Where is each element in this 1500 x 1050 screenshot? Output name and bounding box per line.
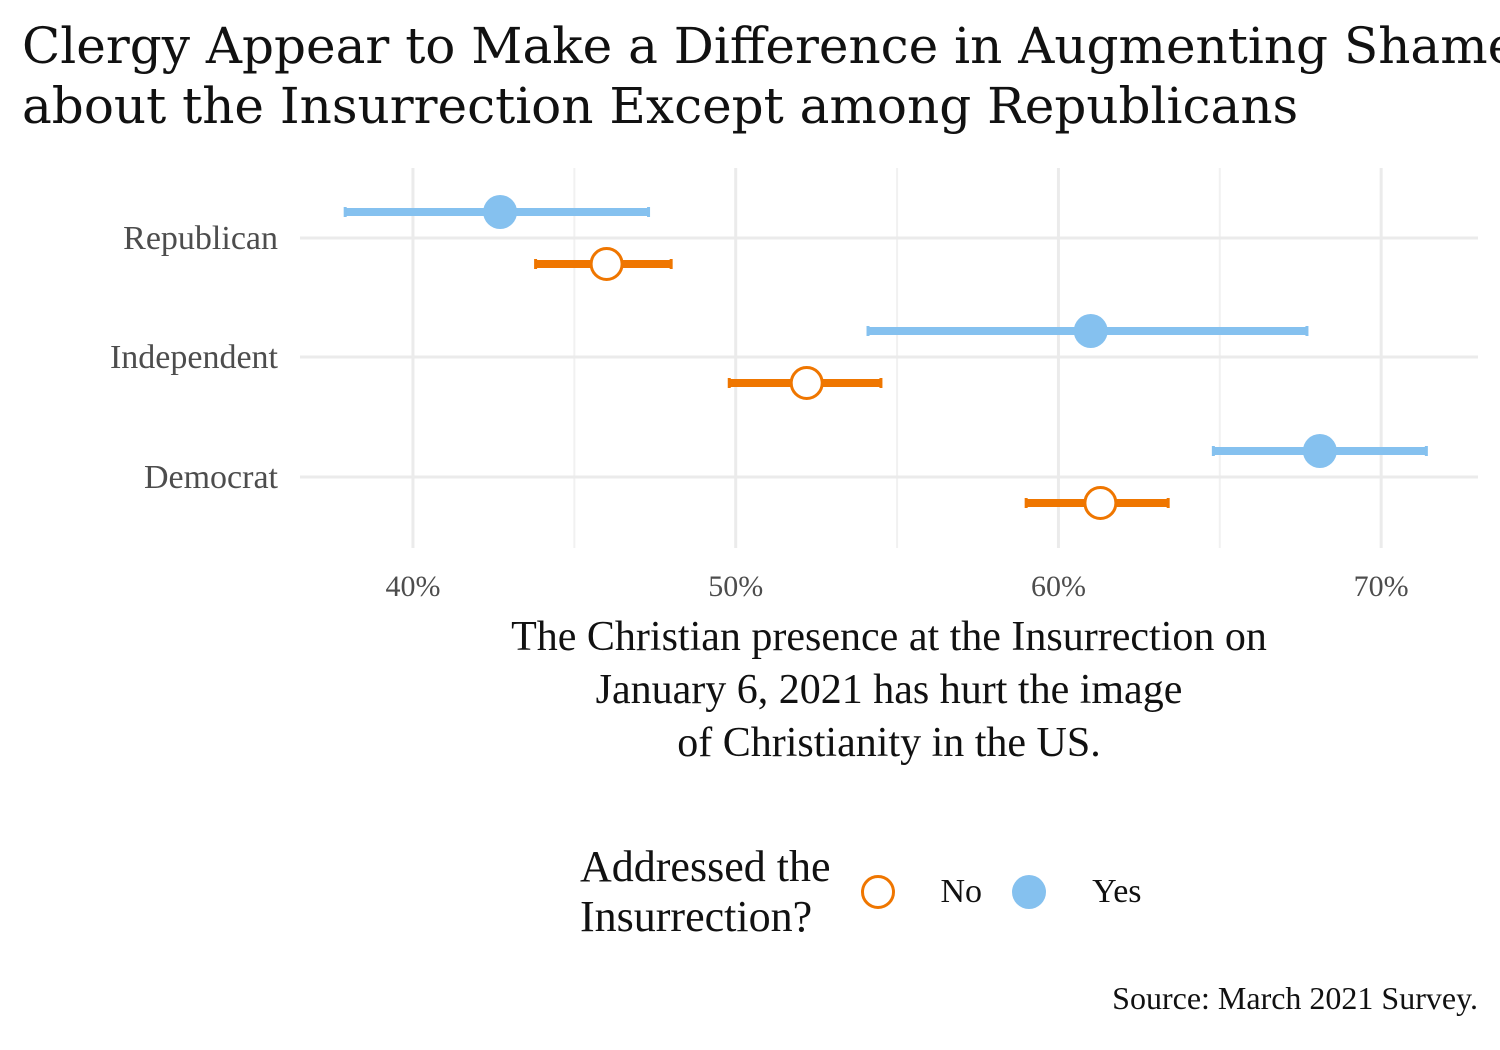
- y-tick-label-independent: Independent: [110, 339, 279, 376]
- legend-label-yes: Yes: [1092, 873, 1142, 910]
- chart-title: Clergy Appear to Make a Difference in Au…: [22, 16, 1500, 136]
- open-circle-icon: [860, 875, 895, 909]
- legend-label-no: No: [940, 873, 983, 910]
- legend-title-line-2: Insurrection?: [580, 892, 813, 941]
- legend: Addressed the Insurrection? No Yes: [580, 842, 1172, 942]
- x-tick-label: 50%: [708, 570, 763, 603]
- x-axis-title-line-1: The Christian presence at the Insurrecti…: [511, 614, 1267, 660]
- point-yes-democrat: [1302, 434, 1337, 468]
- filled-circle-icon: [1012, 875, 1047, 909]
- legend-item-yes: Yes: [1012, 873, 1142, 911]
- legend-item-no: No: [860, 873, 983, 911]
- point-yes-republican: [483, 195, 518, 229]
- point-no-independent: [789, 366, 824, 400]
- chart-title-line-2: about the Insurrection Except among Repu…: [22, 77, 1299, 135]
- legend-title-line-1: Addressed the: [580, 842, 831, 891]
- chart-title-line-1: Clergy Appear to Make a Difference in Au…: [22, 17, 1500, 75]
- x-axis-title-line-3: of Christianity in the US.: [677, 720, 1101, 766]
- source-note: Source: March 2021 Survey.: [1112, 980, 1478, 1016]
- x-tick-label: 40%: [385, 570, 440, 603]
- point-no-democrat: [1083, 486, 1118, 520]
- point-no-republican: [589, 247, 624, 281]
- chart-plot: Republican Independent Democrat 40% 50% 60% 70…: [110, 168, 1478, 766]
- y-tick-label-republican: Republican: [123, 220, 278, 257]
- x-tick-label: 60%: [1031, 570, 1086, 603]
- x-axis-title-line-2: January 6, 2021 has hurt the image: [596, 667, 1183, 713]
- legend-title: Addressed the Insurrection?: [580, 842, 831, 942]
- y-tick-label-democrat: Democrat: [144, 459, 279, 496]
- x-tick-label: 70%: [1354, 570, 1409, 603]
- point-yes-independent: [1073, 314, 1108, 348]
